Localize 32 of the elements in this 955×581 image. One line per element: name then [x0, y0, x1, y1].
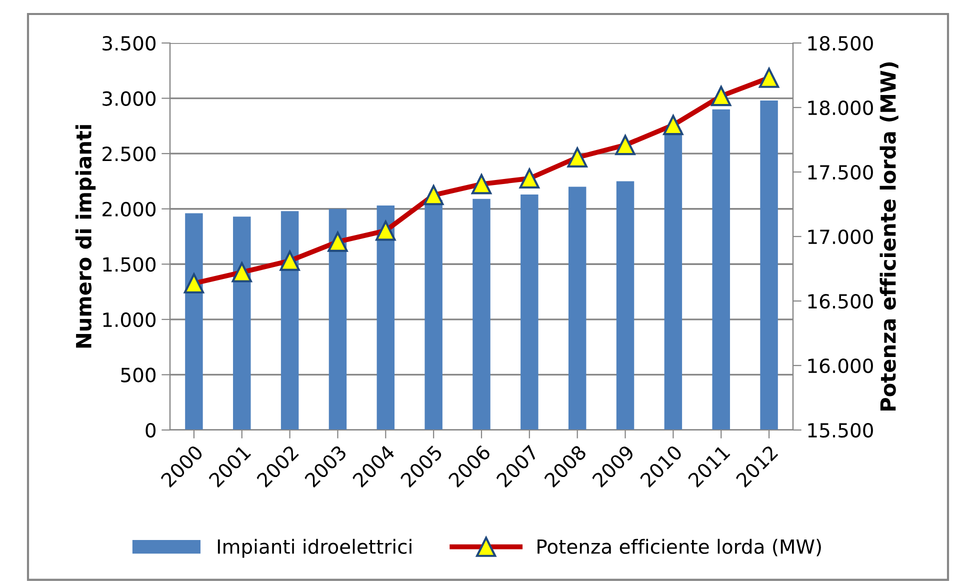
- bar: [328, 208, 347, 430]
- bar: [472, 198, 490, 430]
- y2-tick-label: 17.000: [808, 229, 873, 244]
- bar: [233, 216, 251, 430]
- y2-tick-label: 16.000: [808, 358, 873, 374]
- bar: [376, 206, 395, 430]
- bar: [760, 100, 778, 430]
- y-tick-label: 1.500: [103, 257, 156, 272]
- y-tick-label: 1.000: [103, 312, 156, 328]
- bar: [185, 213, 203, 430]
- bar: [568, 186, 586, 430]
- y-tick-label: 2.000: [102, 202, 156, 217]
- bar: [664, 130, 682, 430]
- y2-axis-title: Potenza efficiente lorda (MW): [880, 62, 898, 411]
- y-axis-title: Numero di impianti: [75, 125, 96, 348]
- y-tick-label: 3.000: [102, 91, 156, 106]
- y-tick-label: 3.500: [102, 36, 156, 51]
- y-tick-label: 0: [146, 422, 156, 438]
- legend-label: Potenza efficiente lorda (MW): [538, 538, 821, 556]
- y-tick-label: 500: [121, 368, 156, 382]
- y2-tick-label: 15.500: [808, 422, 873, 438]
- legend-label: Impianti idroelettrici: [218, 538, 412, 558]
- bar: [520, 194, 538, 430]
- bar: [616, 181, 634, 430]
- y2-tick-label: 17.500: [808, 164, 873, 180]
- y-tick-label: 2.500: [102, 146, 156, 162]
- y2-tick-label: 18.000: [808, 100, 873, 116]
- y2-tick-label: 16.500: [808, 294, 873, 309]
- bar: [712, 109, 730, 430]
- y2-tick-label: 18.500: [808, 36, 873, 51]
- bar: [280, 211, 299, 430]
- bar: [424, 200, 442, 430]
